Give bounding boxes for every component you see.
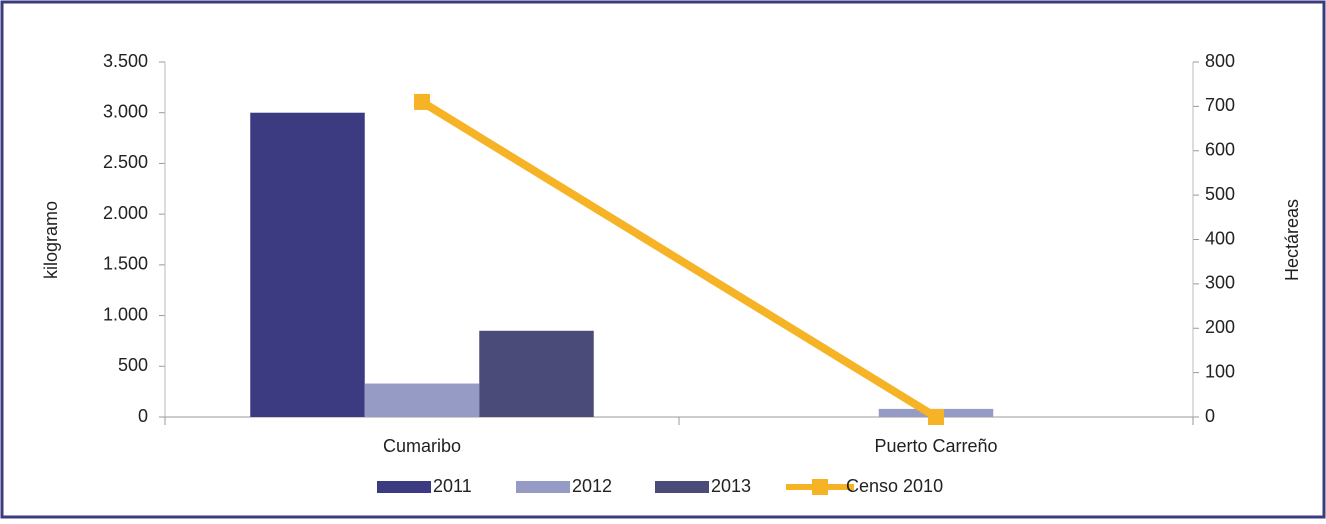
legend-swatch	[655, 481, 709, 493]
x-tick-label: Puerto Carreño	[874, 436, 997, 456]
y2-tick-label: 700	[1205, 95, 1235, 115]
line-marker	[414, 93, 430, 110]
bar	[364, 383, 480, 417]
y-tick-label: 1.500	[103, 254, 148, 274]
y2-tick-label: 300	[1205, 273, 1235, 293]
y2-tick-label: 200	[1205, 317, 1235, 337]
legend-swatch	[812, 479, 828, 495]
y2-tick-label: 500	[1205, 184, 1235, 204]
y2-tick-label: 600	[1205, 140, 1235, 160]
y-tick-label: 0	[138, 406, 148, 426]
legend-label: 2012	[572, 476, 612, 496]
y-tick-label: 2.500	[103, 152, 148, 172]
line-marker	[928, 409, 944, 425]
y-tick-label: 500	[118, 355, 148, 375]
legend-swatch	[516, 481, 570, 493]
x-tick-label: Cumaribo	[383, 436, 461, 456]
legend-swatch	[377, 481, 431, 493]
y2-axis-title: Hectáreas	[1282, 199, 1302, 281]
legend-label: 2011	[433, 476, 472, 496]
y2-tick-label: 800	[1205, 51, 1235, 71]
y2-tick-label: 400	[1205, 228, 1235, 248]
legend-label: 2013	[711, 476, 751, 496]
y-tick-label: 2.000	[103, 203, 148, 223]
y2-tick-label: 100	[1205, 361, 1235, 381]
y-tick-label: 1.000	[103, 304, 148, 324]
bar	[250, 112, 365, 417]
line	[419, 98, 939, 421]
y-tick-label: 3.000	[103, 101, 148, 121]
bar	[479, 330, 594, 417]
y-axis-title: kilogramo	[41, 201, 61, 279]
y2-tick-label: 0	[1205, 406, 1215, 426]
y-tick-label: 3.500	[103, 51, 148, 71]
legend-label: Censo 2010	[846, 476, 943, 496]
